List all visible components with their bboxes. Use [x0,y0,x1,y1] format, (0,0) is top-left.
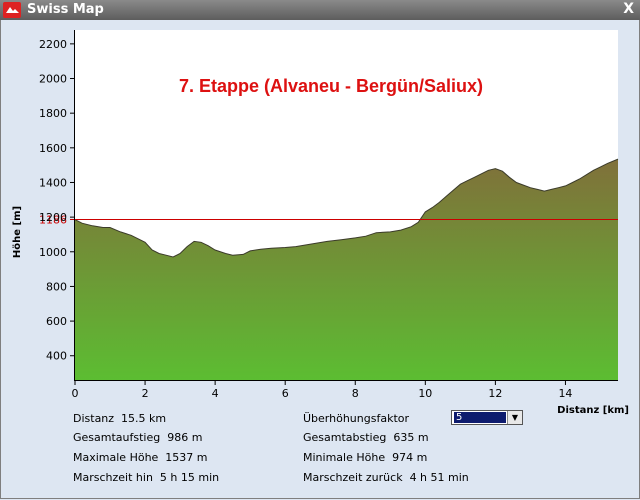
title-bar: Swiss Map X [0,0,640,20]
y-tick-label: 1200 [39,211,67,224]
x-tick-label: 4 [212,387,219,400]
y-tick-label: 400 [46,350,67,363]
x-tick-label: 8 [352,387,359,400]
y-tick-label: 1400 [39,176,67,189]
factor-label: Überhöhungsfaktor [303,412,410,425]
time-forward-text: Marschzeit hin 5 h 15 min [73,471,220,484]
y-tick-label: 1000 [39,246,67,259]
min-height-text: Minimale Höhe 974 m [303,451,428,464]
start-height-label: 1186 [39,214,67,227]
factor-selected-value: 5 [454,412,506,423]
elevation-outline [74,158,619,258]
distance-text: Distanz 15.5 km [73,412,167,425]
ascent-text: Gesamtaufstieg 986 m [73,431,203,444]
dropdown-arrow-icon[interactable]: ▼ [507,411,522,424]
y-tick-label: 600 [46,315,67,328]
y-tick-label: 1600 [39,142,67,155]
chart-title: 7. Etappe (Alvaneu - Bergün/Saliux) [179,76,483,96]
x-tick-label: 6 [282,387,289,400]
x-tick-label: 12 [488,387,502,400]
y-axis-label: Höhe [m] [12,206,23,258]
y-tick-label: 2000 [39,73,67,86]
y-tick-label: 1800 [39,107,67,120]
close-button[interactable]: X [623,1,634,17]
elevation-area [75,159,618,380]
x-axis-label: Distanz [km] [557,405,629,416]
descent-text: Gesamtabstieg 635 m [303,431,429,444]
exaggeration-factor-select[interactable]: 5 ▼ [451,410,523,425]
elevation-profile-chart: 1186 40060080010001200140016001800200022… [12,30,629,416]
max-height-text: Maximale Höhe 1537 m [73,451,208,464]
swiss-map-app-icon [3,2,21,18]
x-tick-label: 2 [142,387,149,400]
time-back-text: Marschzeit zurück 4 h 51 min [303,471,469,484]
window-title: Swiss Map [27,2,104,17]
y-tick-label: 2200 [39,38,67,51]
x-tick-label: 10 [418,387,432,400]
x-tick-label: 0 [72,387,79,400]
y-tick-label: 800 [46,280,67,293]
x-tick-label: 14 [558,387,572,400]
